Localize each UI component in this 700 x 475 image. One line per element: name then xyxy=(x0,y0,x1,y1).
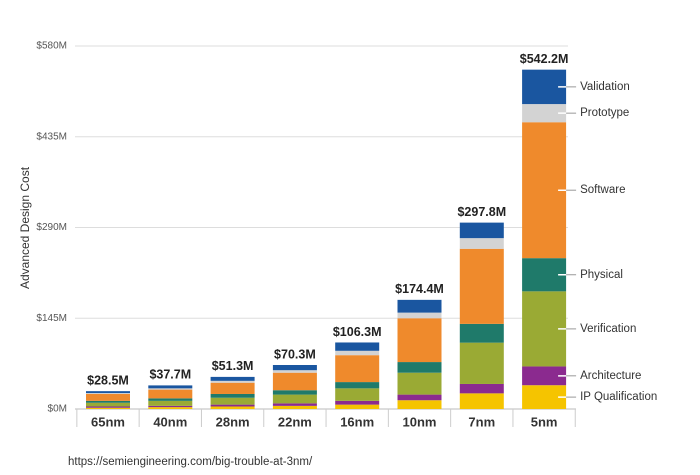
bar-segment xyxy=(148,407,193,409)
x-tick-label: 16nm xyxy=(340,414,374,429)
total-label: $174.4M xyxy=(395,282,444,296)
x-tick-label: 40nm xyxy=(153,414,187,429)
legend-label: Software xyxy=(580,184,625,196)
bar-segment xyxy=(86,393,130,401)
total-label: $297.8M xyxy=(457,205,506,219)
bar-segment xyxy=(335,388,380,401)
bar-segment xyxy=(272,394,317,404)
legend-label: Validation xyxy=(580,81,630,93)
bar-segment xyxy=(459,238,504,249)
legend-label: Prototype xyxy=(580,107,629,119)
bar-segment xyxy=(86,406,130,408)
bar-segment xyxy=(86,391,130,394)
bar-segment xyxy=(335,355,380,383)
y-tick-label: $290M xyxy=(36,222,67,233)
bar-segment xyxy=(148,405,193,408)
bar-segment xyxy=(86,407,130,409)
legend-label: Verification xyxy=(580,323,636,335)
bar-segment xyxy=(210,376,255,381)
bar-segment xyxy=(148,388,193,390)
bar-segment xyxy=(335,350,380,356)
x-tick-label: 7nm xyxy=(468,414,495,429)
source: https://semiengineering.com/big-trouble-… xyxy=(68,456,313,468)
bar-segment xyxy=(459,342,504,384)
bar-segment xyxy=(272,405,317,409)
bar-segment xyxy=(397,318,442,363)
bar-segment xyxy=(148,400,193,406)
bar-segment xyxy=(397,400,442,409)
bar-segment xyxy=(86,400,130,403)
bar-segment xyxy=(459,323,504,343)
bar-segment xyxy=(397,312,442,319)
bar-segment xyxy=(86,393,130,394)
legend-label: Architecture xyxy=(580,370,641,382)
bar-segment xyxy=(522,385,567,409)
bar-segment xyxy=(272,370,317,373)
bar-segment xyxy=(459,248,504,324)
bar-segment xyxy=(335,342,380,351)
total-label: $106.3M xyxy=(333,325,382,339)
y-tick-label: $0M xyxy=(48,404,67,415)
bar-segment xyxy=(522,366,567,386)
bar-segment xyxy=(148,385,193,389)
bar-segment xyxy=(210,397,255,405)
legend-label: Physical xyxy=(580,269,623,281)
bar-segment xyxy=(210,404,255,407)
bar-segment xyxy=(148,398,193,401)
bar-segment xyxy=(210,406,255,409)
x-tick-label: 10nm xyxy=(403,414,437,429)
y-axis-label: Advanced Design Cost xyxy=(18,166,32,289)
bar-segment xyxy=(272,365,317,371)
bar-segment xyxy=(210,393,255,398)
x-tick-label: 5nm xyxy=(531,414,558,429)
bar-segment xyxy=(335,400,380,405)
y-tick-label: $580M xyxy=(36,41,67,52)
y-tick-label: $145M xyxy=(36,313,67,324)
bar-segment xyxy=(522,104,567,123)
bar-segment xyxy=(272,390,317,395)
bar-segment xyxy=(210,382,255,394)
bar-segment xyxy=(397,362,442,373)
bar-segment xyxy=(148,389,193,399)
bar-segment xyxy=(335,404,380,409)
total-label: $70.3M xyxy=(274,347,316,361)
y-tick-label: $435M xyxy=(36,131,67,142)
total-label: $542.2M xyxy=(520,52,569,66)
bar-segment xyxy=(459,383,504,394)
bar-segment xyxy=(86,402,130,407)
x-tick-label: 65nm xyxy=(91,414,125,429)
bar-segment xyxy=(335,382,380,389)
total-label: $37.7M xyxy=(149,368,191,382)
total-label: $51.3M xyxy=(212,359,254,373)
bar-segment xyxy=(272,372,317,391)
total-label: $28.5M xyxy=(87,373,129,387)
bar-segment xyxy=(272,403,317,406)
x-tick-label: 28nm xyxy=(216,414,250,429)
bar-segment xyxy=(397,372,442,395)
x-tick-label: 22nm xyxy=(278,414,312,429)
legend-label: IP Qualification xyxy=(580,391,657,403)
bar-segment xyxy=(459,393,504,409)
bar-segment xyxy=(210,380,255,383)
bar-segment xyxy=(397,394,442,401)
bar-segment xyxy=(397,299,442,313)
bar-segment xyxy=(459,222,504,239)
